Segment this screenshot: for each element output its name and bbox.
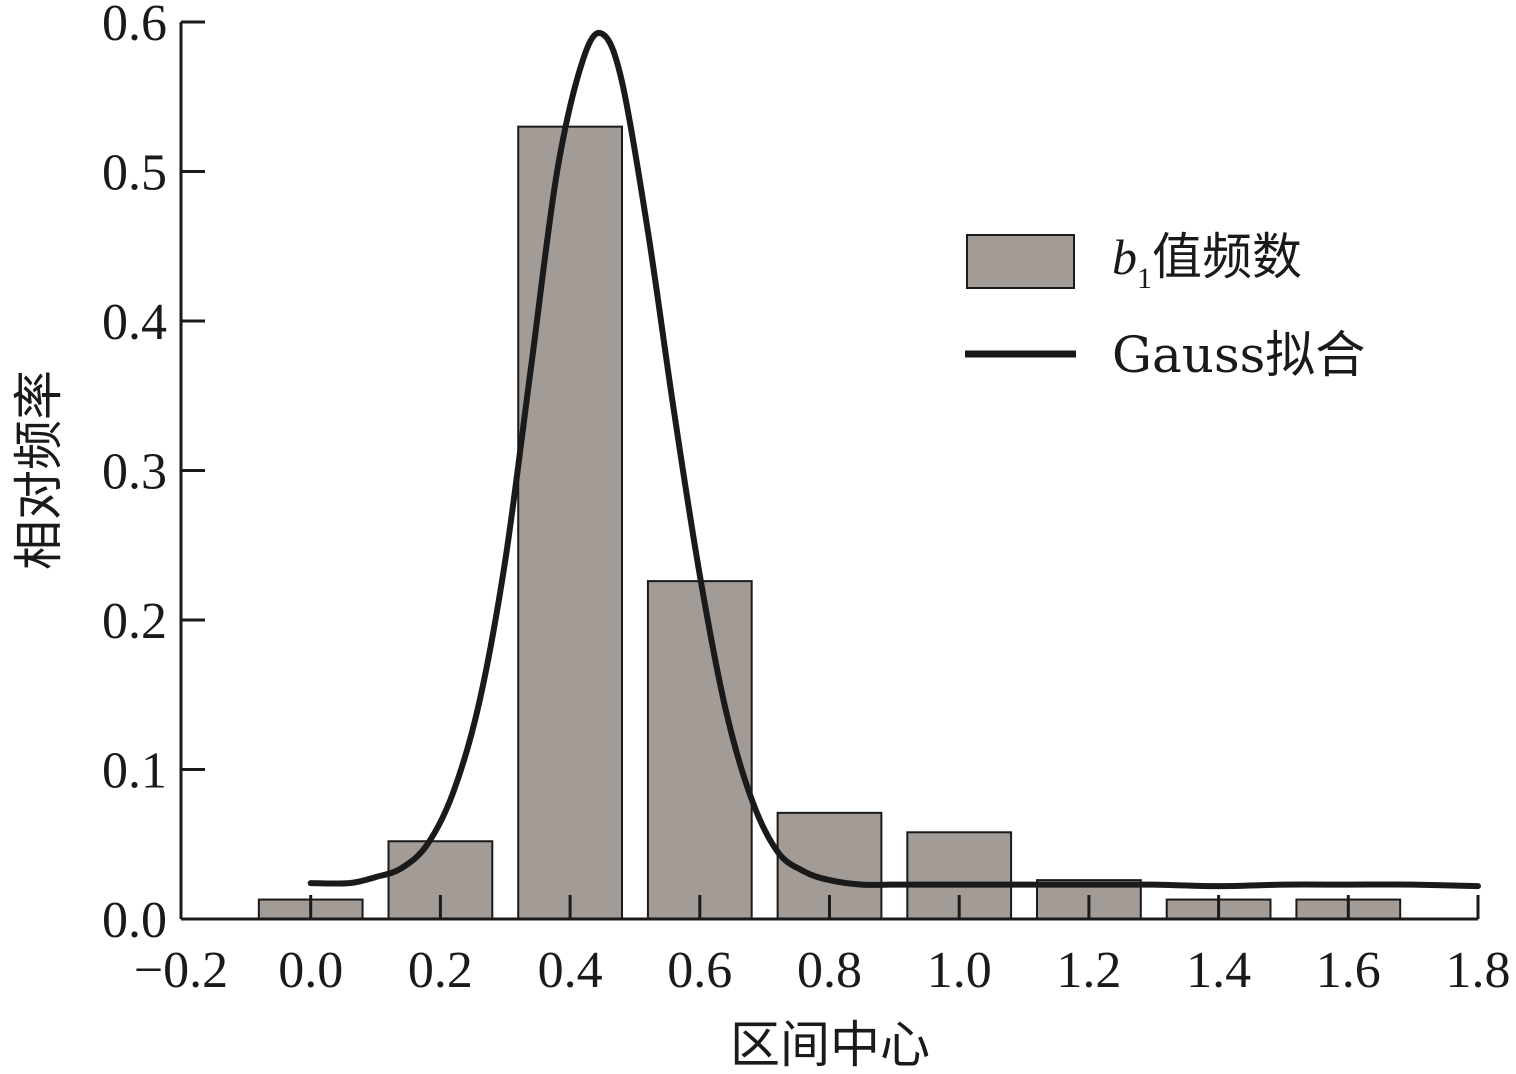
x-tick-label: 0.4	[538, 942, 603, 999]
legend: b1值频数 Gauss拟合	[965, 228, 1365, 384]
x-tick-label: 1.2	[1056, 942, 1121, 999]
x-tick-label: 0.2	[408, 942, 473, 999]
y-tick-label: 0.2	[102, 593, 167, 650]
x-tick-label: 0.6	[667, 942, 732, 999]
x-axis-title: 区间中心	[730, 1016, 930, 1074]
y-tick-label: 0.5	[102, 145, 167, 202]
gauss-curve-group	[307, 30, 1481, 890]
x-tick-label: 1.8	[1446, 942, 1511, 999]
y-axis-title: 相对频率	[10, 370, 68, 570]
x-tick-label: 0.0	[278, 942, 343, 999]
axes-group	[179, 22, 1478, 921]
bars-group	[257, 125, 1402, 921]
x-tick-label: 1.0	[927, 942, 992, 999]
legend-bar-label: b1值频数	[1112, 228, 1302, 295]
x-tick-label: 1.6	[1316, 942, 1381, 999]
x-tick-label: 1.4	[1186, 942, 1251, 999]
ticks-group: 0.00.10.20.30.40.50.6−0.2 0.0 0.2 0.4 0.6 0.8…	[102, 0, 1511, 999]
y-tick-label: 0.4	[102, 294, 167, 351]
gauss-fit-curve	[307, 30, 1481, 890]
bar	[517, 125, 623, 920]
y-tick-label: 0.3	[102, 444, 167, 501]
legend-line-label: Gauss拟合	[1112, 326, 1365, 384]
legend-bar-swatch	[966, 234, 1075, 289]
x-tick-label: −0.2	[134, 942, 228, 999]
x-tick-label: 0.8	[797, 942, 862, 999]
y-tick-label: 0.1	[102, 743, 167, 800]
y-tick-label: 0.6	[102, 0, 167, 52]
y-tick-label: 0.0	[102, 892, 167, 949]
